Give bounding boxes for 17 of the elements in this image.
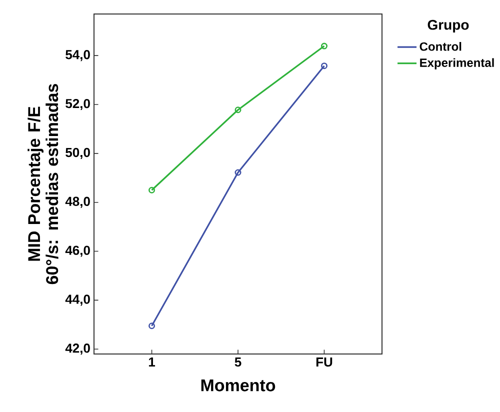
y-tick-label: 46,0 [65,246,90,257]
x-tick-label: FU [316,358,332,367]
point [234,169,242,176]
x-tick-label: 5 [234,358,242,367]
legend-label: Control [420,42,462,51]
legend-label: Experimental [420,58,494,70]
x-axis-title: Momento [201,379,276,392]
y-tick-label: 52,0 [66,98,90,110]
y-tick-label: 50,0 [66,148,90,159]
x-tick-label: 1 [148,358,156,366]
point [234,106,242,114]
y-tick-label: 54,0 [66,50,90,62]
y-tick-label: 48,0 [65,196,90,208]
y-tick-label: 42,0 [65,344,90,355]
legend-title: Grupo [428,20,469,33]
y-axis-title: MID Porcentaje F/E 60°/s: medias estimadas [28,84,58,284]
y-tick-label: 44,0 [65,294,90,306]
